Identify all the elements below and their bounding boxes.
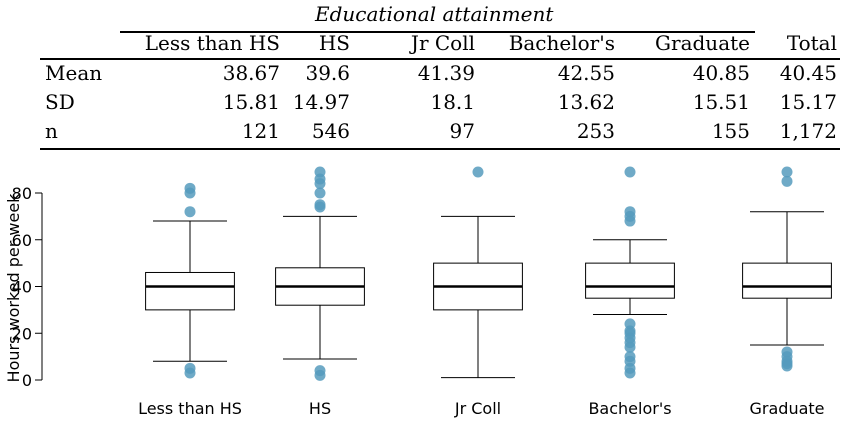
table-cell: 15.51 (692, 90, 750, 114)
box-group (742, 166, 832, 372)
x-tick-label: Less than HS (138, 399, 242, 418)
outlier-point (624, 206, 636, 218)
iqr-box (145, 271, 235, 311)
outlier-point (624, 318, 636, 330)
table-row-label: Mean (45, 61, 103, 85)
box-group (585, 166, 675, 379)
x-tick-label: Jr Coll (454, 399, 501, 418)
table-cell: 15.81 (222, 90, 280, 114)
box-group (275, 166, 365, 381)
plot-area (145, 166, 832, 381)
table-column-header: Total (786, 31, 837, 55)
table-cell: 14.97 (292, 90, 350, 114)
table-cell: 121 (241, 119, 280, 143)
table-cell: 15.17 (779, 90, 837, 114)
outlier-point (314, 365, 326, 377)
table-row-label: SD (45, 90, 75, 114)
table-cell: 546 (311, 119, 350, 143)
y-tick-label: 20 (12, 324, 32, 343)
outlier-point (314, 166, 326, 178)
table-header-rule (120, 31, 755, 33)
y-tick-label: 0 (22, 371, 32, 390)
table-row-label: n (45, 119, 58, 143)
y-axis: 0 20 40 60 80 (12, 184, 43, 390)
iqr-box (742, 262, 832, 299)
table-column-header: Graduate (655, 31, 750, 55)
table-column-header: Less than HS (144, 31, 280, 55)
outlier-point (624, 351, 636, 363)
table-cell: 97 (449, 119, 475, 143)
outlier-point (781, 166, 793, 178)
table-cell: 253 (576, 119, 615, 143)
outlier-point (624, 166, 636, 178)
y-axis-label: Hours worked per week (4, 193, 23, 383)
table-column-header: HS (318, 31, 350, 55)
x-axis: Less than HS HS Jr Coll Bachelor's Graduate (138, 399, 824, 418)
summary-table: Educational attainment Less than HS HS J… (40, 0, 840, 160)
table-cell: 41.39 (417, 61, 475, 85)
outlier-point (781, 346, 793, 358)
table-caption: Educational attainment (315, 2, 554, 26)
outlier-point (184, 206, 196, 218)
table-cell: 1,172 (779, 119, 837, 143)
table-cell: 155 (711, 119, 750, 143)
table-cell: 18.1 (430, 90, 475, 114)
x-tick-label: HS (309, 399, 331, 418)
outlier-point (472, 166, 484, 178)
table-top-rule (40, 58, 840, 60)
outlier-point (314, 187, 326, 199)
iqr-box (585, 262, 675, 299)
y-tick-label: 40 (12, 278, 32, 297)
table-column-header: Jr Coll (410, 31, 475, 55)
outlier-point (781, 175, 793, 187)
box-group (145, 182, 235, 379)
table-cell: 42.55 (557, 61, 615, 85)
table-cell: 40.85 (692, 61, 750, 85)
box-group (433, 166, 523, 379)
table-cell: 39.6 (305, 61, 350, 85)
table-column-header: Bachelor's (508, 31, 615, 55)
table-cell: 40.45 (779, 61, 837, 85)
outlier-point (184, 182, 196, 194)
table-bottom-rule (40, 148, 840, 150)
y-tick-label: 80 (12, 184, 32, 203)
outlier-point (184, 362, 196, 374)
outlier-point (314, 199, 326, 211)
table-cell: 38.67 (222, 61, 280, 85)
x-tick-label: Bachelor's (588, 399, 671, 418)
y-tick-label: 60 (12, 231, 32, 250)
table-cell: 13.62 (557, 90, 615, 114)
x-tick-label: Graduate (750, 399, 825, 418)
